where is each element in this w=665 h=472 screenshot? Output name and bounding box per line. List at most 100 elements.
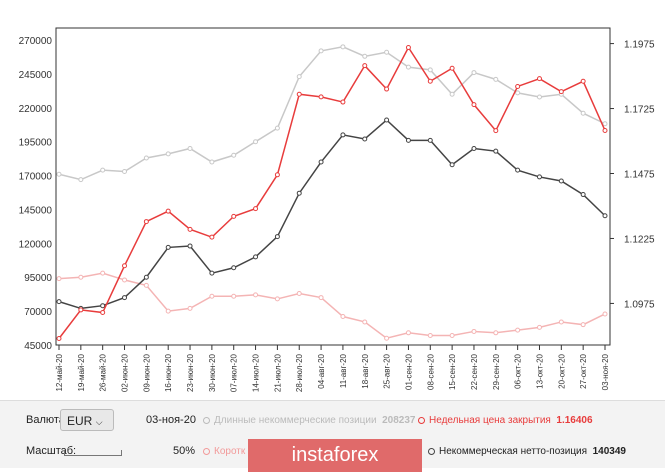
data-point: [515, 90, 521, 96]
data-point: [187, 226, 193, 232]
x-tick-label: 26-май-20: [99, 353, 108, 391]
data-point: [296, 74, 302, 80]
data-point: [209, 159, 215, 165]
data-point: [56, 299, 62, 305]
data-point: [536, 76, 542, 82]
data-point: [143, 274, 149, 280]
right-tick-label: 1.1225: [624, 234, 655, 245]
data-point: [536, 94, 542, 100]
data-point: [231, 213, 237, 219]
x-tick-label: 25-авг-20: [383, 353, 392, 388]
legend-long[interactable]: Длинные некоммерческие позиции 208237: [203, 415, 416, 426]
data-point: [187, 305, 193, 311]
left-tick-label: 95000: [24, 273, 52, 284]
data-point: [449, 333, 455, 339]
plot-area: [55, 27, 611, 346]
left-tick-label: 170000: [19, 172, 53, 183]
data-point: [122, 277, 128, 283]
data-point: [122, 169, 128, 175]
data-point: [143, 155, 149, 161]
left-tick-label: 145000: [19, 205, 53, 216]
data-point: [165, 151, 171, 157]
data-point: [384, 49, 390, 55]
legend-long-value: 208237: [382, 415, 416, 426]
data-point: [405, 137, 411, 143]
legend-short[interactable]: Коротк: [203, 446, 245, 457]
legend-price[interactable]: Недельная цена закрытия 1.16406: [418, 415, 593, 426]
data-point: [493, 330, 499, 336]
data-point: [602, 311, 608, 317]
data-point: [296, 91, 302, 97]
series-line: [58, 46, 606, 339]
data-point: [122, 295, 128, 301]
data-point: [427, 333, 433, 339]
data-point: [558, 89, 564, 95]
right-tick-label: 1.1975: [624, 40, 655, 51]
left-tick-label: 120000: [19, 239, 53, 250]
data-point: [78, 274, 84, 280]
scale-slider[interactable]: [64, 450, 122, 456]
data-point: [274, 234, 280, 240]
data-point: [384, 86, 390, 92]
data-point: [318, 159, 324, 165]
data-point: [602, 127, 608, 133]
current-date: 03-ноя-20: [146, 414, 196, 426]
legend-net[interactable]: Некоммерческая нетто-позиция 140349: [428, 446, 626, 457]
legend-short-label: Коротк: [214, 446, 246, 457]
data-point: [165, 208, 171, 214]
x-tick-label: 22-сен-20: [470, 353, 479, 390]
data-point: [78, 307, 84, 313]
data-point: [362, 63, 368, 69]
data-point: [449, 162, 455, 168]
data-point: [427, 78, 433, 84]
x-tick-label: 23-июн-20: [186, 353, 195, 392]
data-point: [580, 192, 586, 198]
data-point: [515, 327, 521, 333]
data-point: [515, 167, 521, 173]
data-point: [558, 178, 564, 184]
legend-long-label: Длинные некоммерческие позиции: [214, 415, 377, 426]
scale-label: Масштаб:: [26, 445, 77, 457]
data-point: [296, 290, 302, 296]
data-point: [274, 296, 280, 302]
data-point: [493, 128, 499, 134]
data-point: [362, 53, 368, 59]
data-point: [427, 67, 433, 73]
data-point: [471, 102, 477, 108]
data-point: [143, 219, 149, 225]
left-tick-label: 245000: [19, 70, 53, 81]
data-point: [602, 213, 608, 219]
currency-value: EUR: [67, 414, 93, 428]
data-point: [100, 310, 106, 316]
x-tick-label: 11-авг-20: [339, 353, 348, 388]
data-point: [100, 303, 106, 309]
data-point: [340, 132, 346, 138]
x-tick-label: 12-май-20: [55, 353, 64, 391]
data-point: [253, 139, 259, 145]
data-point: [515, 83, 521, 89]
data-point: [536, 174, 542, 180]
x-tick-label: 09-июн-20: [142, 353, 151, 392]
data-point: [405, 64, 411, 70]
data-point: [471, 145, 477, 151]
currency-select[interactable]: EUR ⌵: [60, 409, 114, 431]
x-tick-label: 19-май-20: [77, 353, 86, 391]
x-tick-label: 20-окт-20: [557, 353, 566, 388]
data-point: [362, 136, 368, 142]
data-point: [362, 319, 368, 325]
left-tick-label: 195000: [19, 138, 53, 149]
x-tick-label: 15-сен-20: [448, 353, 457, 390]
x-tick-label: 16-июн-20: [164, 353, 173, 392]
x-tick-label: 01-сен-20: [404, 353, 413, 390]
data-point: [187, 145, 193, 151]
data-point: [231, 293, 237, 299]
x-tick-label: 04-авг-20: [317, 353, 326, 388]
right-tick-label: 1.1725: [624, 105, 655, 116]
cot-chart: 270000 245000 220000 195000 170000 145000 1200…: [19, 27, 655, 392]
data-point: [209, 293, 215, 299]
left-tick-label: 270000: [19, 36, 53, 47]
legend-price-label: Недельная цена закрытия: [429, 415, 551, 426]
control-panel: Валюта: EUR ⌵ 03-ноя-20 Длинные некоммер…: [0, 400, 665, 472]
scale-value: 50%: [173, 445, 196, 457]
x-tick-label: 27-окт-20: [579, 353, 588, 388]
